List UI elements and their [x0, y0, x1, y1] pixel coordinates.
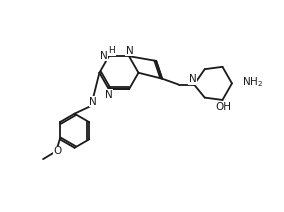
Text: N: N — [126, 46, 133, 56]
Text: H: H — [108, 46, 115, 56]
Text: N: N — [105, 89, 113, 99]
Text: O: O — [54, 146, 62, 156]
Text: OH: OH — [216, 102, 232, 112]
Text: N: N — [100, 51, 108, 61]
Text: N: N — [189, 74, 197, 84]
Text: N: N — [89, 97, 97, 107]
Text: NH$_2$: NH$_2$ — [242, 75, 263, 89]
